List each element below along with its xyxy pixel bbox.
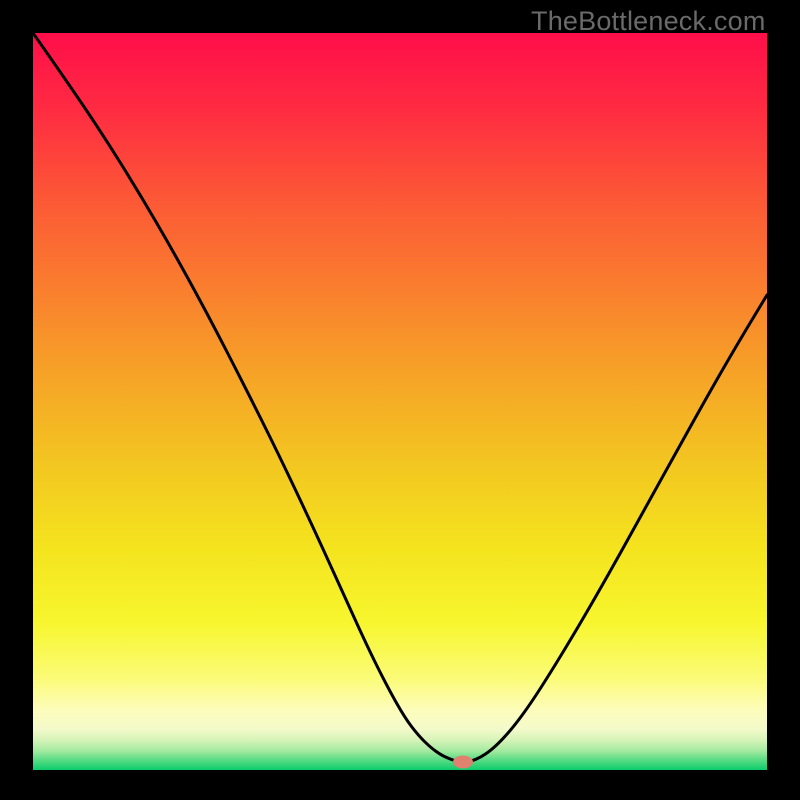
minimum-marker [453,756,473,769]
chart-plot-area [33,33,767,770]
chart-svg [33,33,767,770]
chart-background-gradient [33,33,767,770]
watermark-text: TheBottleneck.com [531,6,766,37]
